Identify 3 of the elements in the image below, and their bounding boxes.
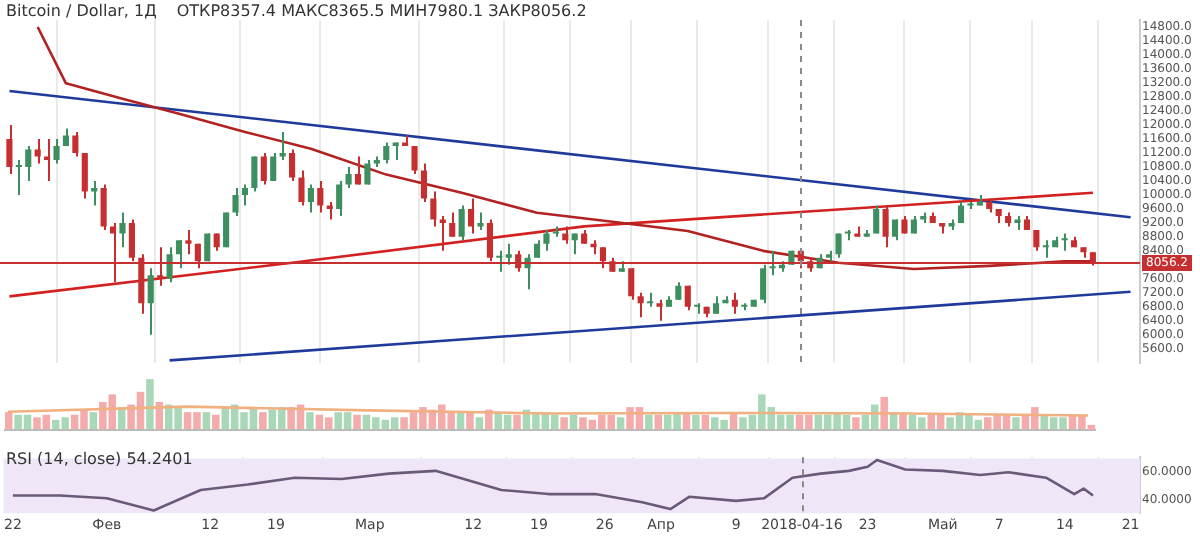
annotation: ОТКР8357.4 МАКС8365.5 МИН7980.1 ЗАКР8056.2 bbox=[176, 2, 587, 20]
chart-title: RSI (14, close) 54.2401 bbox=[6, 450, 193, 468]
chart-title: Bitcoin / Dollar, 1Д bbox=[6, 2, 157, 20]
